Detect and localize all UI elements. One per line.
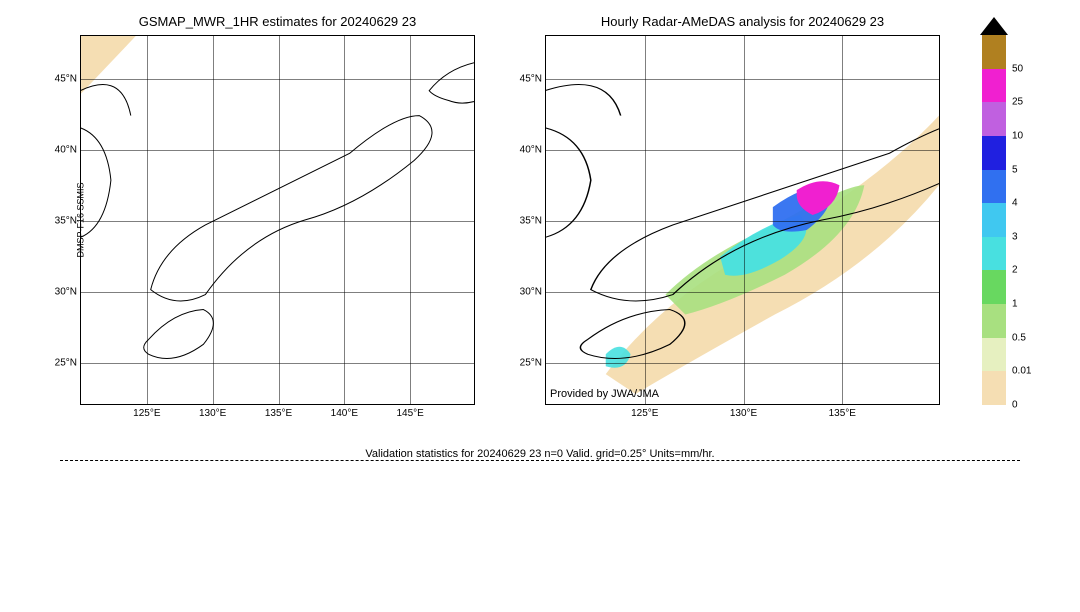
colorbar-tick: 3 <box>1012 231 1018 242</box>
xtick: 135°E <box>265 408 292 419</box>
ytick: 45°N <box>55 73 77 84</box>
right-map <box>546 36 939 404</box>
right-title: Hourly Radar-AMeDAS analysis for 2024062… <box>546 14 939 29</box>
xtick: 140°E <box>331 408 358 419</box>
colorbar-tick: 50 <box>1012 63 1023 74</box>
xtick: 125°E <box>133 408 160 419</box>
ytick: 35°N <box>55 216 77 227</box>
ytick: 35°N <box>520 216 542 227</box>
ytick: 25°N <box>520 358 542 369</box>
colorbar-tick: 4 <box>1012 198 1018 209</box>
ytick: 45°N <box>520 73 542 84</box>
xtick: 135°E <box>829 408 856 419</box>
colorbar-arrow-icon <box>980 17 1008 35</box>
colorbar-tick: 1 <box>1012 299 1018 310</box>
ytick: 40°N <box>520 144 542 155</box>
colorbar-tick: 0.01 <box>1012 366 1031 377</box>
colorbar-tick: 25 <box>1012 97 1023 108</box>
ytick: 30°N <box>520 287 542 298</box>
xtick: 125°E <box>631 408 658 419</box>
right-credit: Provided by JWA/JMA <box>550 388 659 400</box>
colorbar-tick: 10 <box>1012 130 1023 141</box>
figure: GSMAP_MWR_1HR estimates for 20240629 23 … <box>0 0 1080 612</box>
left-panel: GSMAP_MWR_1HR estimates for 20240629 23 … <box>80 35 475 405</box>
colorbar-tick: 5 <box>1012 164 1018 175</box>
right-panel: Hourly Radar-AMeDAS analysis for 2024062… <box>545 35 940 405</box>
xtick: 130°E <box>199 408 226 419</box>
footer-dashed-line <box>60 460 1020 461</box>
colorbar: 00.010.512345102550 <box>982 35 1006 405</box>
xtick: 145°E <box>396 408 423 419</box>
footer-text: Validation statistics for 20240629 23 n=… <box>0 448 1080 460</box>
colorbar-tick: 0.5 <box>1012 332 1026 343</box>
colorbar-tick: 2 <box>1012 265 1018 276</box>
xtick: 130°E <box>730 408 757 419</box>
left-ylabel: DMSP-F16 SSMIS <box>76 182 86 257</box>
ytick: 40°N <box>55 144 77 155</box>
left-map <box>81 36 474 404</box>
colorbar-tick: 0 <box>1012 400 1018 411</box>
ytick: 30°N <box>55 287 77 298</box>
left-title: GSMAP_MWR_1HR estimates for 20240629 23 <box>81 14 474 29</box>
ytick: 25°N <box>55 358 77 369</box>
